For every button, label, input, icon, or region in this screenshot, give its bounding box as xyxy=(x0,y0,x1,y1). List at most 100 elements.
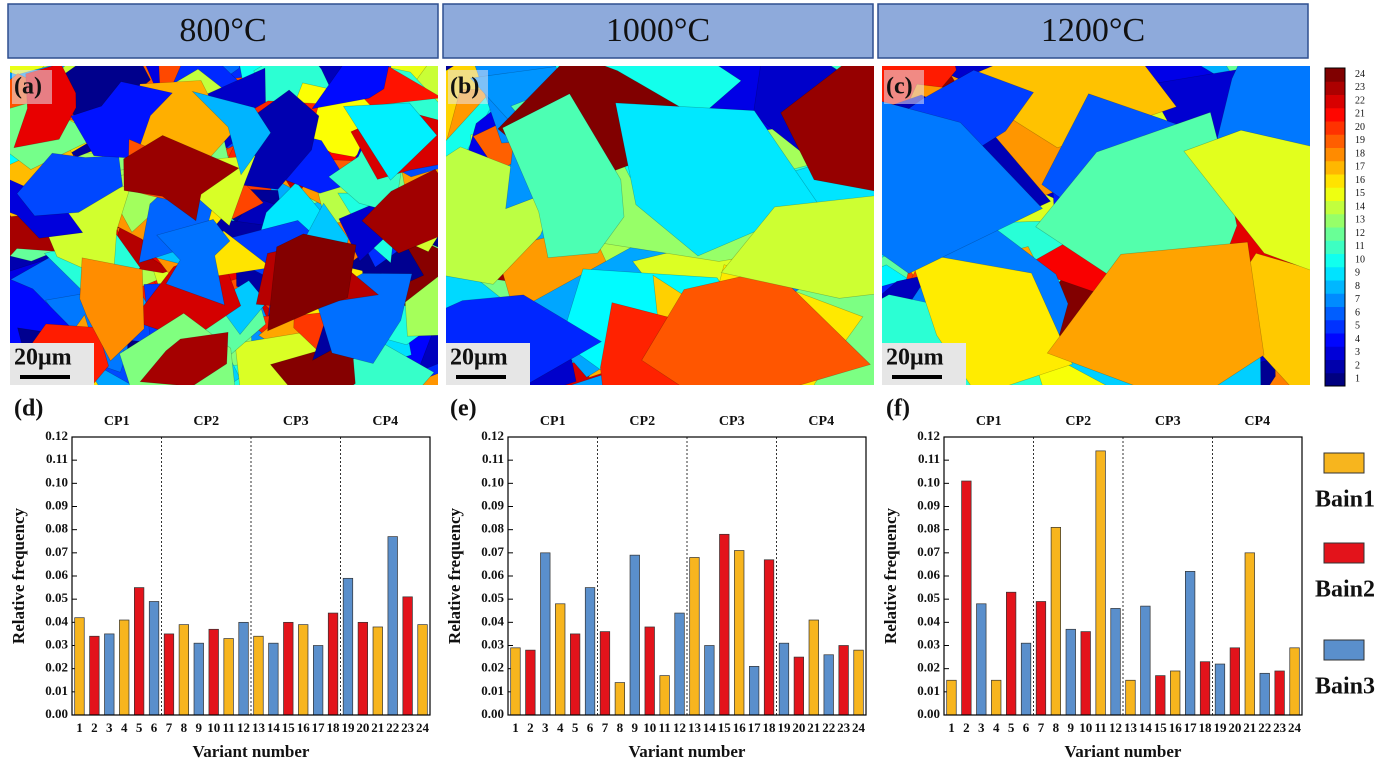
map-label: (c) xyxy=(886,74,913,100)
x-tick-label: 15 xyxy=(282,720,296,735)
bar xyxy=(402,596,413,716)
panel-label: (d) xyxy=(14,396,43,422)
group-label: CP4 xyxy=(372,414,398,429)
x-tick-label: 24 xyxy=(416,720,430,735)
x-tick-label: 21 xyxy=(371,720,384,735)
x-tick-label: 4 xyxy=(121,720,128,735)
colorbar-cell xyxy=(1325,174,1345,188)
group-label: CP2 xyxy=(629,414,655,429)
header-title: 1200°C xyxy=(1041,12,1145,49)
x-tick-label: 3 xyxy=(978,720,985,735)
group-label: CP4 xyxy=(808,414,834,429)
colorbar-cell xyxy=(1325,359,1345,374)
colorbar-cell xyxy=(1325,107,1345,122)
y-tick-label: 0.08 xyxy=(917,521,940,536)
y-tick-label: 0.03 xyxy=(917,636,940,651)
colorbar-tick: 12 xyxy=(1355,228,1365,239)
y-tick-label: 0.04 xyxy=(917,613,940,628)
group-label: CP2 xyxy=(193,414,219,429)
grain xyxy=(342,102,438,181)
x-tick-label: 19 xyxy=(341,720,355,735)
colorbar-cell xyxy=(1325,346,1345,360)
x-tick-label: 1 xyxy=(948,720,955,735)
bar xyxy=(644,626,655,716)
bar xyxy=(163,633,175,716)
y-tick-label: 0.09 xyxy=(45,497,68,512)
bar xyxy=(749,665,760,716)
colorbar-tick: 22 xyxy=(1355,95,1365,106)
legend-label: Bain2 xyxy=(1315,577,1375,603)
legend-swatch xyxy=(1323,542,1365,564)
x-tick-label: 7 xyxy=(1038,720,1045,735)
bar xyxy=(1289,647,1300,716)
x-tick-label: 13 xyxy=(252,720,266,735)
x-tick-label: 3 xyxy=(542,720,549,735)
bar xyxy=(1020,642,1032,716)
bar xyxy=(1199,661,1211,716)
y-tick-label: 0.10 xyxy=(481,474,504,489)
colorbar-cell xyxy=(1325,372,1345,387)
bar xyxy=(823,654,834,716)
scale-bar xyxy=(20,375,70,379)
x-tick-label: 4 xyxy=(993,720,1000,735)
x-tick-label: 19 xyxy=(777,720,791,735)
x-tick-label: 8 xyxy=(617,720,624,735)
x-tick-label: 17 xyxy=(1184,720,1198,735)
x-tick-label: 20 xyxy=(356,720,369,735)
group-label: CP3 xyxy=(719,414,745,429)
x-axis-label: Variant number xyxy=(193,742,310,761)
y-tick-label: 0.06 xyxy=(481,567,504,582)
y-tick-label: 0.11 xyxy=(482,451,504,466)
grain xyxy=(156,219,231,306)
ebsd-map xyxy=(10,66,438,385)
bar xyxy=(1050,526,1061,716)
colorbar-tick: 8 xyxy=(1355,281,1360,292)
bar xyxy=(1095,450,1106,716)
bar xyxy=(1170,670,1181,716)
colorbar-tick: 24 xyxy=(1355,69,1365,80)
y-tick-label: 0.00 xyxy=(917,706,940,721)
x-tick-label: 3 xyxy=(106,720,113,735)
bar xyxy=(1006,591,1017,716)
bar xyxy=(763,559,775,716)
x-tick-label: 13 xyxy=(688,720,702,735)
bar xyxy=(283,621,294,716)
x-tick-label: 17 xyxy=(312,720,326,735)
colorbar-tick: 14 xyxy=(1355,201,1365,212)
legend-label: Bain3 xyxy=(1315,674,1375,700)
bar xyxy=(570,633,581,716)
bar xyxy=(1035,601,1047,716)
x-tick-label: 15 xyxy=(1154,720,1168,735)
y-axis-label: Relative frequency xyxy=(9,507,28,644)
colorbar-tick: 16 xyxy=(1355,175,1365,186)
colorbar-cell xyxy=(1325,81,1345,95)
group-label: CP1 xyxy=(104,414,130,429)
y-tick-label: 0.02 xyxy=(45,660,68,675)
y-tick-label: 0.09 xyxy=(481,497,504,512)
x-tick-label: 23 xyxy=(1273,720,1287,735)
y-tick-label: 0.03 xyxy=(481,636,504,651)
y-tick-label: 0.01 xyxy=(45,683,68,698)
x-tick-label: 16 xyxy=(297,720,311,735)
x-tick-label: 2 xyxy=(91,720,98,735)
bar xyxy=(629,554,640,716)
bar xyxy=(208,628,219,716)
bar xyxy=(223,638,234,716)
grain xyxy=(720,195,874,299)
grain xyxy=(123,135,240,222)
x-tick-label: 15 xyxy=(718,720,732,735)
bar xyxy=(1080,631,1091,716)
plot-frame xyxy=(943,436,1303,716)
y-tick-label: 0.05 xyxy=(45,590,68,605)
header-box xyxy=(7,3,439,59)
x-tick-label: 5 xyxy=(1008,720,1015,735)
bar xyxy=(1214,663,1226,716)
colorbar-cell xyxy=(1325,240,1345,254)
y-tick-label: 0.09 xyxy=(917,497,940,512)
y-tick-label: 0.04 xyxy=(45,613,68,628)
bar xyxy=(104,633,115,716)
map-label: (b) xyxy=(450,74,479,100)
plot-frame xyxy=(71,436,431,716)
bar xyxy=(1140,605,1151,716)
colorbar-frame xyxy=(1324,67,1346,387)
